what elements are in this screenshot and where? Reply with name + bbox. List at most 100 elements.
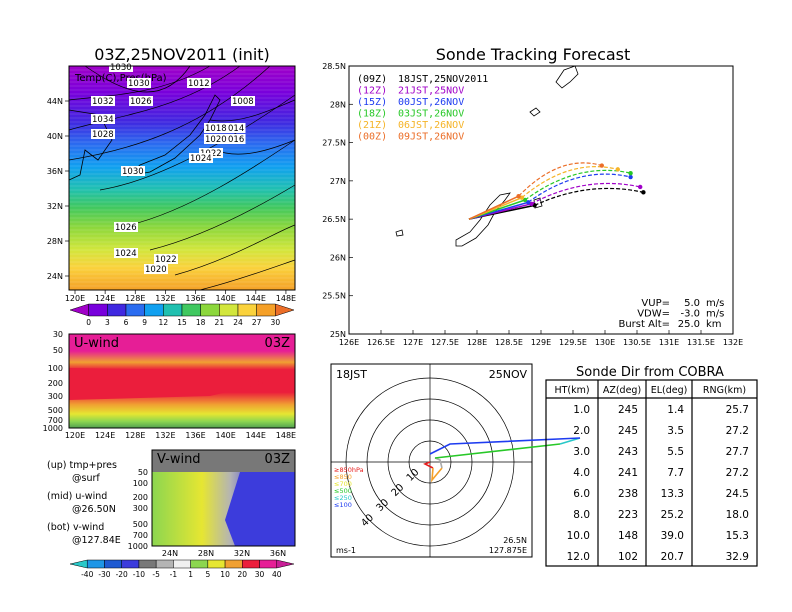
x-tick-label: 24N (162, 549, 178, 558)
table-cell: 24.5 (726, 488, 749, 500)
y-tick-label: 50 (53, 346, 63, 355)
x-tick-label: 132E (155, 294, 175, 303)
table-cell: 4.0 (573, 467, 590, 479)
polar-trace-segment (429, 437, 581, 455)
vwind-title: V-wind (157, 452, 201, 467)
colorbar-swatch (200, 303, 220, 317)
colorbar-swatch (107, 303, 127, 317)
coastline-osumi (555, 65, 579, 89)
isobar-label-bg (204, 123, 228, 133)
x-tick-label: 131E (659, 338, 679, 347)
uwind-jet-core (69, 368, 265, 400)
pressure-legend-item: ≥850hPa (334, 466, 364, 474)
y-tick-label: 40N (47, 132, 63, 141)
colorbar-swatch (237, 303, 257, 317)
polar-lon: 127.875E (489, 546, 527, 555)
y-tick-label: 300 (48, 392, 63, 401)
uwind-border (68, 333, 296, 429)
colorbar-tick-label: -20 (116, 570, 128, 579)
y-tick-label: 50 (138, 468, 148, 477)
colorbar-tick-label: 15 (177, 318, 187, 327)
table-cell: 1.4 (667, 404, 684, 416)
y-tick-label: 25.5N (322, 292, 346, 301)
legend-line: @surf (72, 473, 100, 484)
pressure-legend-item: ≤500 (334, 487, 352, 495)
y-tick-label: 28.5N (322, 62, 346, 71)
isobar-label-bg (109, 62, 133, 72)
table-cell: 223 (618, 509, 638, 521)
param-label: VUP= (641, 298, 670, 309)
table-cell: 238 (618, 488, 638, 500)
colorbar-tick-label: 30 (271, 318, 281, 327)
y-tick-label: 36N (47, 167, 63, 176)
map-title: 03Z,25NOV2011 (init) (94, 45, 270, 64)
map-y-ticks: 44N 40N 36N 32N 28N 24N (47, 97, 69, 281)
vwind-x-ticks: 24N 28N 32N 36N (162, 549, 286, 558)
vwind-border (151, 449, 296, 547)
pressure-legend-item: ≤250 (334, 494, 352, 502)
isobar-labels: 1030 1030 1012 1032 1026 1008 1034 1018 014 1028 1… (91, 62, 255, 275)
overlay-label: Temp(C),Pres(hPa) (74, 73, 167, 84)
y-tick-label: 30 (53, 330, 63, 339)
isobar (149, 184, 296, 251)
ring-label: 20 (390, 482, 407, 499)
x-tick-label: 136E (185, 431, 205, 440)
legend-code: (12Z) (357, 86, 387, 97)
y-tick-label: 24N (47, 272, 63, 281)
polar-lat: 26.5N (503, 536, 527, 545)
isobar-label-bg (121, 166, 145, 176)
colorbar-tick-label: -40 (81, 570, 93, 579)
isobar-label: 1024 (115, 249, 137, 259)
isobar-label: 1022 (155, 255, 177, 265)
table-cell: 6.0 (573, 488, 590, 500)
track-descent (518, 162, 602, 197)
colorbar-swatch (69, 303, 89, 317)
ring-label: 30 (374, 497, 391, 514)
vwind-negative-area (225, 472, 295, 546)
colorbar-swatch (104, 559, 122, 569)
x-tick-label: 144E (246, 294, 266, 303)
x-tick-label: 148E (276, 431, 296, 440)
track-ascent (468, 195, 519, 220)
table-cell: 15.3 (726, 530, 749, 542)
x-tick-label: 132E (723, 338, 743, 347)
colorbar-swatch (207, 559, 226, 569)
sonde-tracks (468, 162, 646, 220)
y-tick-label: 100 (48, 364, 63, 373)
isobar-label-bg (204, 134, 228, 144)
isobar-label-bg (231, 96, 255, 106)
isobar-label: 1028 (92, 130, 114, 140)
x-tick-label: 126.5E (367, 338, 395, 347)
polar-units: ms-1 (336, 546, 356, 555)
x-tick-label: 36N (270, 549, 286, 558)
coastline-island (529, 107, 541, 117)
x-tick-label: 120E (65, 431, 85, 440)
table-cell: 243 (618, 446, 638, 458)
legend-label: 18JST,25NOV2011 (398, 74, 488, 85)
legend-code: (09Z) (357, 74, 387, 85)
legend-line: @26.50N (72, 504, 116, 515)
table-cell: 102 (618, 551, 638, 563)
x-tick-label: 28N (198, 549, 214, 558)
y-tick-label: 200 (48, 379, 63, 388)
y-tick-label: 26N (330, 253, 346, 262)
y-tick-label: 700 (133, 531, 148, 540)
polar-trace-segment (434, 443, 561, 459)
landing-point (628, 171, 633, 176)
track-descent (521, 166, 618, 199)
y-tick-label: 25N (330, 330, 346, 339)
table-cell: 1.0 (573, 404, 590, 416)
table-cell: 13.3 (661, 488, 684, 500)
tracking-y-ticks: 28.5N 28N 27.5N 27N 26.5N 26N 25.5N 25N (322, 62, 353, 339)
param-label: VDW= (637, 309, 670, 320)
table-cell: 5.5 (667, 446, 684, 458)
isobar-label-bg (127, 78, 151, 88)
x-tick-label: 130.5E (623, 338, 651, 347)
uwind-time: 03Z (265, 336, 291, 351)
uwind-title: U-wind (74, 336, 119, 351)
param-value: 5.0 (684, 298, 700, 309)
colorbar-tick-label: 0 (86, 318, 91, 327)
x-tick-label: 140E (216, 294, 236, 303)
y-tick-label: 1000 (128, 542, 148, 551)
